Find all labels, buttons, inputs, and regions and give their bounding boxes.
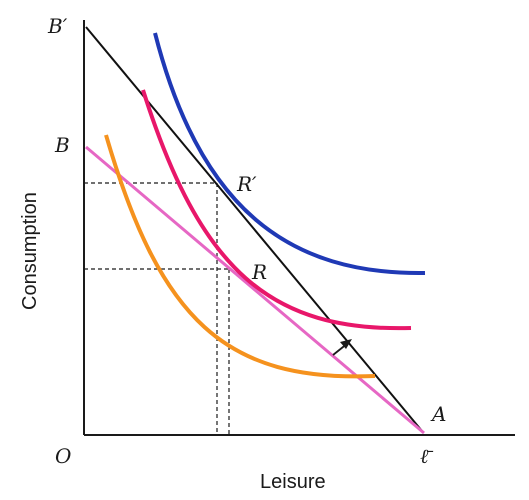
x-axis-label: Leisure bbox=[260, 471, 326, 493]
label-b-prime: B′ bbox=[47, 14, 68, 38]
budget-line-new bbox=[85, 26, 423, 432]
shift-arrow bbox=[332, 339, 352, 356]
y-axis-label: Consumption bbox=[19, 192, 41, 310]
guide-lines bbox=[84, 182, 230, 435]
label-r: R bbox=[251, 260, 267, 284]
label-a: A bbox=[430, 402, 446, 426]
shift-arrow-head bbox=[340, 339, 352, 349]
label-b: B bbox=[54, 133, 70, 157]
indifference-curve-high bbox=[153, 32, 426, 276]
budget-line-compensated bbox=[85, 145, 425, 435]
label-r-prime: R′ bbox=[236, 172, 257, 196]
label-l-bar: ℓ̄ bbox=[420, 444, 433, 468]
label-origin: O bbox=[55, 444, 71, 468]
indifference-curve-low bbox=[104, 134, 376, 379]
indifference-curve-mid bbox=[141, 89, 412, 331]
